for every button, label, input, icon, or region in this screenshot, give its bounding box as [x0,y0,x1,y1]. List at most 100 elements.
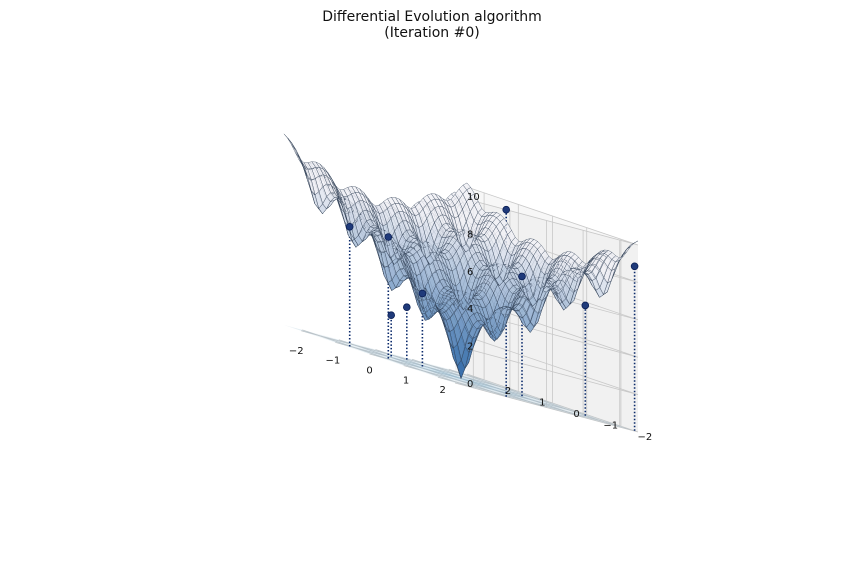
floor-cell [518,397,531,402]
floor-cell [542,404,555,408]
population-point [630,262,639,271]
floor-cell [418,367,431,371]
floor-cell [442,373,455,378]
floor-cell [290,326,302,331]
floor-cell [554,407,567,412]
floor-cell [307,332,320,336]
floor-cell [395,359,408,363]
floor-cell [426,367,439,371]
floor-cell [443,373,456,377]
floor-cell [361,347,374,351]
floor-cell [488,382,500,387]
floor-cell [557,405,570,409]
population-points [345,205,639,320]
floor-cell [580,413,593,417]
floor-cell [524,399,536,403]
floor-cell [574,411,586,416]
floor-cell [414,363,427,368]
floor-cell [470,377,483,381]
floor-cell [366,350,378,354]
floor-cell [522,394,535,399]
floor-cell [373,351,386,355]
floor-cell [510,391,522,395]
floor-cell [392,355,405,359]
floor-cell [389,357,402,362]
floor-cell [377,354,390,358]
floor-cell [573,411,586,416]
floor-cell [446,376,459,381]
floor-cell [492,385,505,390]
floor-cell [336,341,349,346]
floor-cell [463,383,475,387]
floor-cell [448,369,461,373]
floor-cell [399,356,411,361]
floor-cell [415,362,428,367]
floor-cell [388,358,401,362]
floor-cell [390,356,403,361]
floor-cell [403,359,416,363]
floor-cell [450,379,463,384]
floor-cell [477,378,489,383]
floor-cell [432,369,444,373]
floor-cell [428,371,441,376]
floor-cell [437,371,450,375]
floor-cell [567,410,580,414]
x-tick-label: 2 [440,385,446,396]
floor-cell [511,390,524,394]
population-point [518,272,526,281]
floor-cell [590,418,602,422]
floor-cell [441,374,454,379]
floor-cell [420,371,433,375]
floor-cell [464,381,477,386]
floor-cell [477,378,490,382]
floor-cell [411,366,423,370]
floor-cell [548,406,561,410]
floor-cell [375,349,388,354]
floor-cell [540,399,553,403]
floor-cell [512,395,525,400]
floor-cell [475,380,487,384]
floor-cell [551,403,564,408]
floor-cell [412,365,425,369]
floor-cell [462,383,475,387]
floor-cell [461,378,474,382]
grid-line [411,358,584,418]
surface-cell [287,138,296,150]
floor-cell [483,386,496,391]
floor-cell [502,391,514,395]
floor-cell [448,375,461,379]
floor-cell [417,361,429,366]
floor-cell [421,364,434,369]
floor-cell [399,356,412,360]
floor-cell [324,337,337,342]
floor-cell [391,355,404,360]
floor-cell [470,383,483,388]
floor-cell [465,375,478,379]
floor-cell [498,393,511,398]
floor-cell [353,347,366,351]
floor-cell [314,333,327,337]
floor-cell [438,376,451,381]
floor-cell [378,353,391,357]
floor-cell [457,381,470,385]
floor-cell [500,392,513,396]
floor-cell [563,407,575,411]
floor-cell [478,378,490,382]
floor-cell [555,407,568,411]
floor-cell [362,346,375,351]
floor-cell [500,392,513,396]
floor-cell [376,355,388,359]
floor-cell [468,379,481,383]
floor-cell [405,364,418,368]
floor-cell [501,391,514,395]
floor-cell [495,384,507,388]
floor-cell [389,357,402,361]
floor-cell [400,361,413,366]
floor-cell [456,376,468,380]
floor-cell [364,351,376,356]
floor-cell [480,382,493,387]
floor-cell [418,360,430,365]
floor-cell [427,372,440,376]
floor-cell [513,395,526,399]
floor-cell [443,372,456,377]
